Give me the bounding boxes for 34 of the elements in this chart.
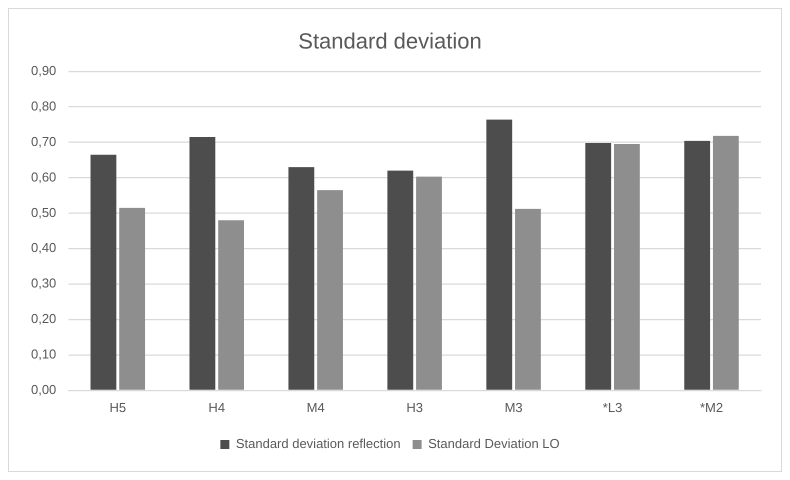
- bar: [387, 170, 414, 390]
- bar: [416, 176, 442, 390]
- x-tick-label: *M2: [700, 400, 724, 415]
- y-tick-label: 0,50: [30, 204, 56, 220]
- bar: [119, 208, 146, 390]
- y-tick-label: 0,90: [30, 62, 56, 78]
- y-tick-label: 0,00: [30, 382, 56, 397]
- bar: [317, 190, 343, 390]
- x-tick-label: H5: [109, 400, 126, 415]
- y-tick-label: 0,70: [30, 134, 56, 149]
- bar: [585, 143, 612, 390]
- x-tick-label: H4: [208, 400, 226, 415]
- bar: [515, 208, 541, 390]
- bar: [218, 220, 244, 390]
- x-tick-label: M4: [306, 400, 325, 415]
- x-tick-label: *L3: [602, 400, 622, 415]
- y-tick-label: 0,10: [30, 346, 56, 362]
- legend-label: Standard Deviation LO: [428, 436, 560, 452]
- x-tick-label: H3: [406, 400, 423, 415]
- bar: [288, 167, 314, 390]
- y-tick-label: 0,20: [30, 311, 56, 326]
- y-tick-label: 0,60: [30, 169, 56, 184]
- legend-label: Standard deviation reflection: [236, 436, 401, 452]
- y-tick-label: 0,30: [30, 276, 56, 291]
- bar: [90, 154, 116, 390]
- bar: [684, 140, 710, 390]
- bar: [189, 136, 216, 390]
- y-tick-label: 0,80: [30, 98, 56, 114]
- bar: [712, 136, 739, 390]
- x-tick-label: M3: [504, 400, 523, 415]
- y-tick-label: 0,40: [30, 240, 56, 256]
- chart-title: Standard deviation: [298, 28, 482, 54]
- bar: [614, 144, 640, 390]
- bar: [486, 120, 512, 390]
